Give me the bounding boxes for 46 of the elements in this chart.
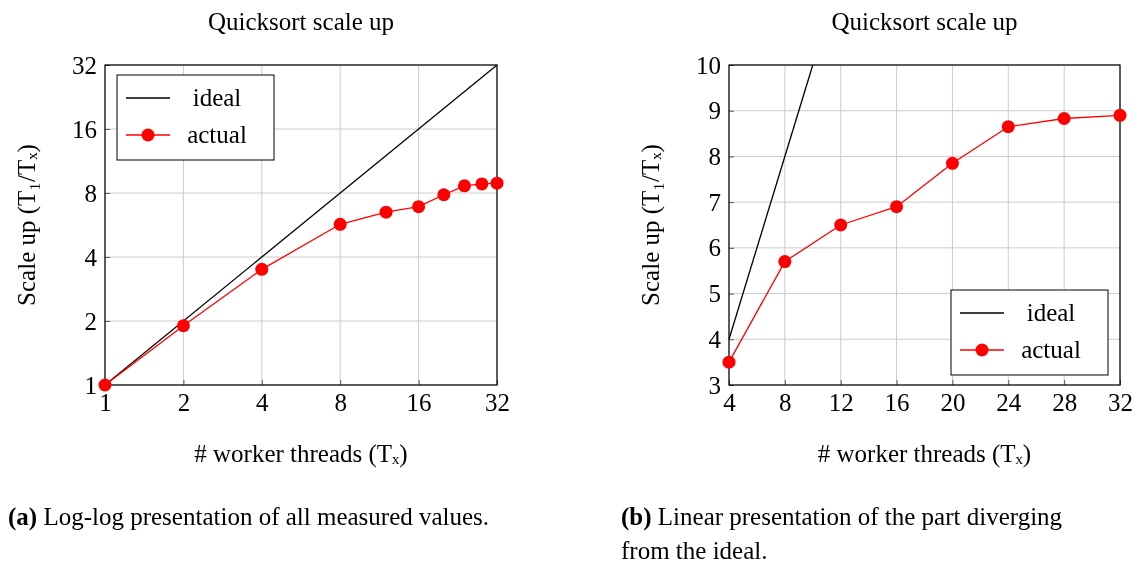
x-tick-label: 32	[485, 388, 510, 416]
y-tick-label: 32	[72, 51, 97, 79]
y-tick-label: 8	[708, 142, 721, 170]
x-tick-label: 8	[334, 388, 347, 416]
y-tick-label: 10	[696, 51, 721, 79]
x-axis-title: # worker threads (Tₓ)	[817, 440, 1032, 468]
text: (a) Log-log presentation of all measured values.	[8, 503, 490, 531]
point	[778, 255, 792, 269]
point	[1001, 120, 1015, 134]
point	[834, 218, 848, 232]
x-tick-label: 28	[1052, 388, 1078, 416]
x-tick-label: 24	[996, 388, 1022, 416]
y-tick-label: 5	[708, 280, 721, 308]
legend-label: actual	[1021, 336, 1081, 363]
y-tick-label: 7	[708, 188, 721, 216]
x-axis-title: # worker threads (Tₓ)	[194, 440, 408, 468]
y-tick-label: 1	[84, 371, 97, 399]
point	[945, 156, 959, 170]
chart-title: Quicksort scale up	[207, 8, 395, 35]
point	[1113, 108, 1127, 122]
text: (b) Linear presentation of the part diverging from the ideal.	[621, 503, 1063, 564]
x-tick-label: 20	[940, 388, 966, 416]
point	[890, 200, 904, 214]
x-tick-label: 16	[406, 388, 432, 416]
x-tick-label: 12	[828, 388, 854, 416]
legend-label: ideal	[1026, 299, 1076, 326]
legend-label: actual	[187, 121, 247, 148]
y-tick-label: 2	[84, 307, 97, 335]
legend-label: ideal	[192, 84, 242, 111]
x-tick-label: 32	[1108, 388, 1133, 416]
y-tick-label: 3	[708, 371, 721, 399]
x-tick-label: 2	[177, 388, 191, 416]
y-tick-label: 6	[708, 234, 721, 262]
point	[722, 355, 736, 369]
x-tick-label: 16	[884, 388, 910, 416]
x-tick-label: 8	[779, 388, 792, 416]
y-tick-label: 9	[708, 97, 721, 125]
point	[1057, 111, 1071, 125]
x-tick-label: 4	[256, 388, 270, 416]
y-tick-label: 4	[708, 325, 722, 353]
chart-title: Quicksort scale up	[831, 8, 1018, 35]
y-tick-label: 8	[84, 179, 97, 207]
y-tick-label: 4	[84, 243, 98, 271]
y-axis-title: Scale up (T₁/Tₓ)	[13, 144, 41, 306]
y-tick-label: 16	[72, 115, 97, 143]
y-axis-title: Scale up (T₁/Tₓ)	[637, 144, 665, 306]
